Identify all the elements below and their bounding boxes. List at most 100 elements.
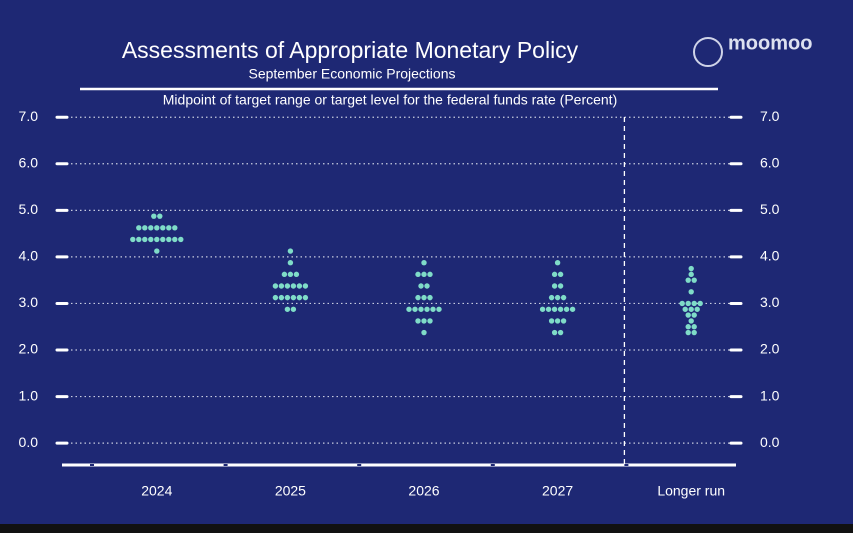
dot <box>287 271 294 278</box>
dot <box>685 300 691 307</box>
dot <box>281 271 288 278</box>
dot <box>427 318 433 324</box>
x-tick-label: Longer run <box>657 483 725 499</box>
y-tick-label: 1.0 <box>19 387 39 403</box>
y-tick-label-right: 2.0 <box>760 341 780 357</box>
x-tick-label: 2024 <box>141 483 172 499</box>
y-tick-label: 4.0 <box>19 248 39 264</box>
dot <box>557 306 564 312</box>
dot <box>688 318 694 324</box>
dot <box>160 236 166 243</box>
dot <box>560 294 567 301</box>
dot <box>557 329 564 336</box>
dot <box>272 283 279 289</box>
dot <box>290 306 297 312</box>
dot <box>427 294 433 301</box>
dot <box>545 306 552 312</box>
x-tick-label: 2025 <box>275 483 306 499</box>
dot <box>560 318 567 324</box>
y-tick-label-right: 3.0 <box>760 294 780 310</box>
dot <box>148 225 154 231</box>
y-tick-label: 7.0 <box>19 108 39 124</box>
chart-subtitle: September Economic Projections <box>249 66 456 82</box>
dot <box>293 271 300 278</box>
dot <box>142 236 148 243</box>
dot <box>688 289 694 295</box>
dot <box>418 306 424 312</box>
dot <box>539 306 546 312</box>
dot <box>691 277 697 283</box>
bottom-strip <box>0 524 853 533</box>
dot <box>284 294 291 301</box>
y-tick-label-right: 0.0 <box>760 434 780 450</box>
dot <box>688 271 694 278</box>
dot <box>421 318 427 324</box>
dot <box>415 318 421 324</box>
dot <box>421 260 427 266</box>
dot <box>685 277 691 283</box>
dot <box>142 225 148 231</box>
dot <box>427 271 433 278</box>
dot <box>290 294 297 301</box>
dot <box>130 236 136 243</box>
dot <box>136 236 142 243</box>
y-tick-label: 3.0 <box>19 294 39 310</box>
dot <box>421 294 427 301</box>
dot <box>172 225 178 231</box>
dot <box>278 283 285 289</box>
dot <box>548 318 555 324</box>
dot <box>287 248 294 254</box>
dot <box>148 236 154 243</box>
dot <box>151 213 157 219</box>
y-tick-label: 2.0 <box>19 341 39 357</box>
dot <box>154 248 160 254</box>
dot <box>688 306 694 312</box>
dot <box>424 306 430 312</box>
logo: moomoo <box>728 32 812 54</box>
x-tick-label: 2027 <box>542 483 573 499</box>
y-tick-label: 0.0 <box>19 434 39 450</box>
dot <box>296 283 303 289</box>
dot <box>302 294 309 301</box>
y-tick-label-right: 5.0 <box>760 201 780 217</box>
dot <box>272 294 279 301</box>
dot <box>682 306 688 312</box>
dot <box>406 306 412 312</box>
dot <box>412 306 418 312</box>
dot <box>415 294 421 301</box>
dot <box>697 300 703 307</box>
dot <box>685 329 691 336</box>
x-tick-label: 2026 <box>408 483 439 499</box>
dot <box>679 300 685 307</box>
dot <box>563 306 570 312</box>
y-tick-label: 5.0 <box>19 201 39 217</box>
y-tick-label: 6.0 <box>19 154 39 170</box>
dot <box>688 265 694 272</box>
dot <box>296 294 303 301</box>
dot <box>290 283 297 289</box>
dot <box>691 329 697 336</box>
dot <box>418 283 424 289</box>
dot <box>554 260 561 266</box>
dot <box>172 236 178 243</box>
dot <box>287 260 294 266</box>
dot <box>554 294 561 301</box>
y-tick-label-right: 1.0 <box>760 387 780 403</box>
dot <box>166 236 172 243</box>
dot <box>557 283 564 289</box>
dot <box>685 324 691 330</box>
dot <box>551 329 558 336</box>
dot <box>166 225 172 231</box>
dot <box>154 236 160 243</box>
dot <box>557 271 564 278</box>
y-tick-label-right: 4.0 <box>760 248 780 264</box>
dot <box>694 306 700 312</box>
dot <box>691 324 697 330</box>
dot <box>430 306 436 312</box>
dot <box>685 312 691 318</box>
y-tick-label-right: 6.0 <box>760 154 780 170</box>
dot <box>548 294 555 301</box>
dot <box>691 312 697 318</box>
dot <box>284 283 291 289</box>
